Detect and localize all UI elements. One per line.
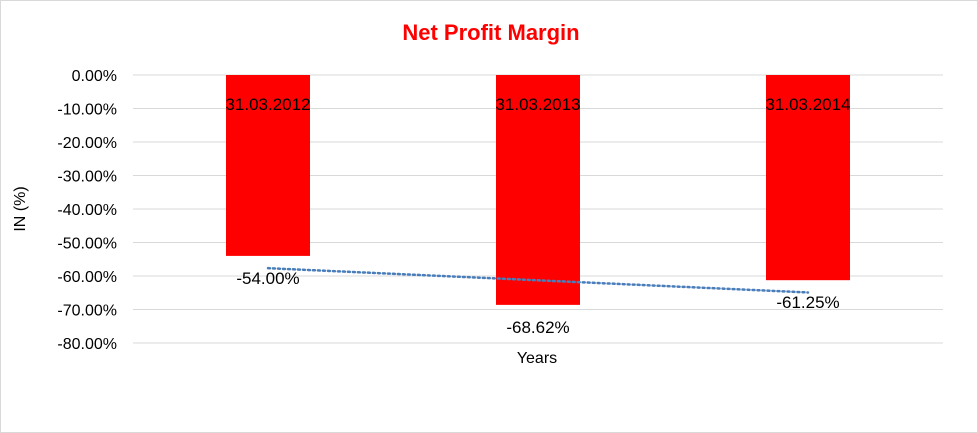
trendline-line [266, 266, 810, 294]
y-tick-label: -70.00% [57, 303, 117, 320]
trendline [266, 266, 810, 294]
bar [766, 75, 850, 281]
y-tick-label: -40.00% [57, 202, 117, 219]
y-tick-label: 0.00% [72, 68, 117, 85]
bars [226, 75, 850, 305]
data-label: -61.25% [776, 293, 839, 312]
bar [226, 75, 310, 256]
y-tick-label: -80.00% [57, 336, 117, 353]
x-axis-title: Years [517, 350, 557, 367]
data-label: -54.00% [236, 269, 299, 288]
y-tick-label: -60.00% [57, 269, 117, 286]
data-label: -68.62% [506, 318, 569, 337]
labels: 0.00% -10.00% -20.00% -30.00% -40.00% -50.00%… [57, 68, 850, 353]
y-axis-title: IN (%) [12, 186, 29, 231]
y-tick-label: -50.00% [57, 236, 117, 253]
x-tick-label: 31.03.2013 [495, 95, 580, 114]
y-tick-label: -20.00% [57, 135, 117, 152]
bar [496, 75, 580, 305]
y-tick-label: -30.00% [57, 169, 117, 186]
y-tick-label: -10.00% [57, 102, 117, 119]
chart-title: Net Profit Margin [402, 20, 579, 45]
x-tick-label: 31.03.2012 [225, 95, 310, 114]
x-tick-label: 31.03.2014 [765, 95, 850, 114]
